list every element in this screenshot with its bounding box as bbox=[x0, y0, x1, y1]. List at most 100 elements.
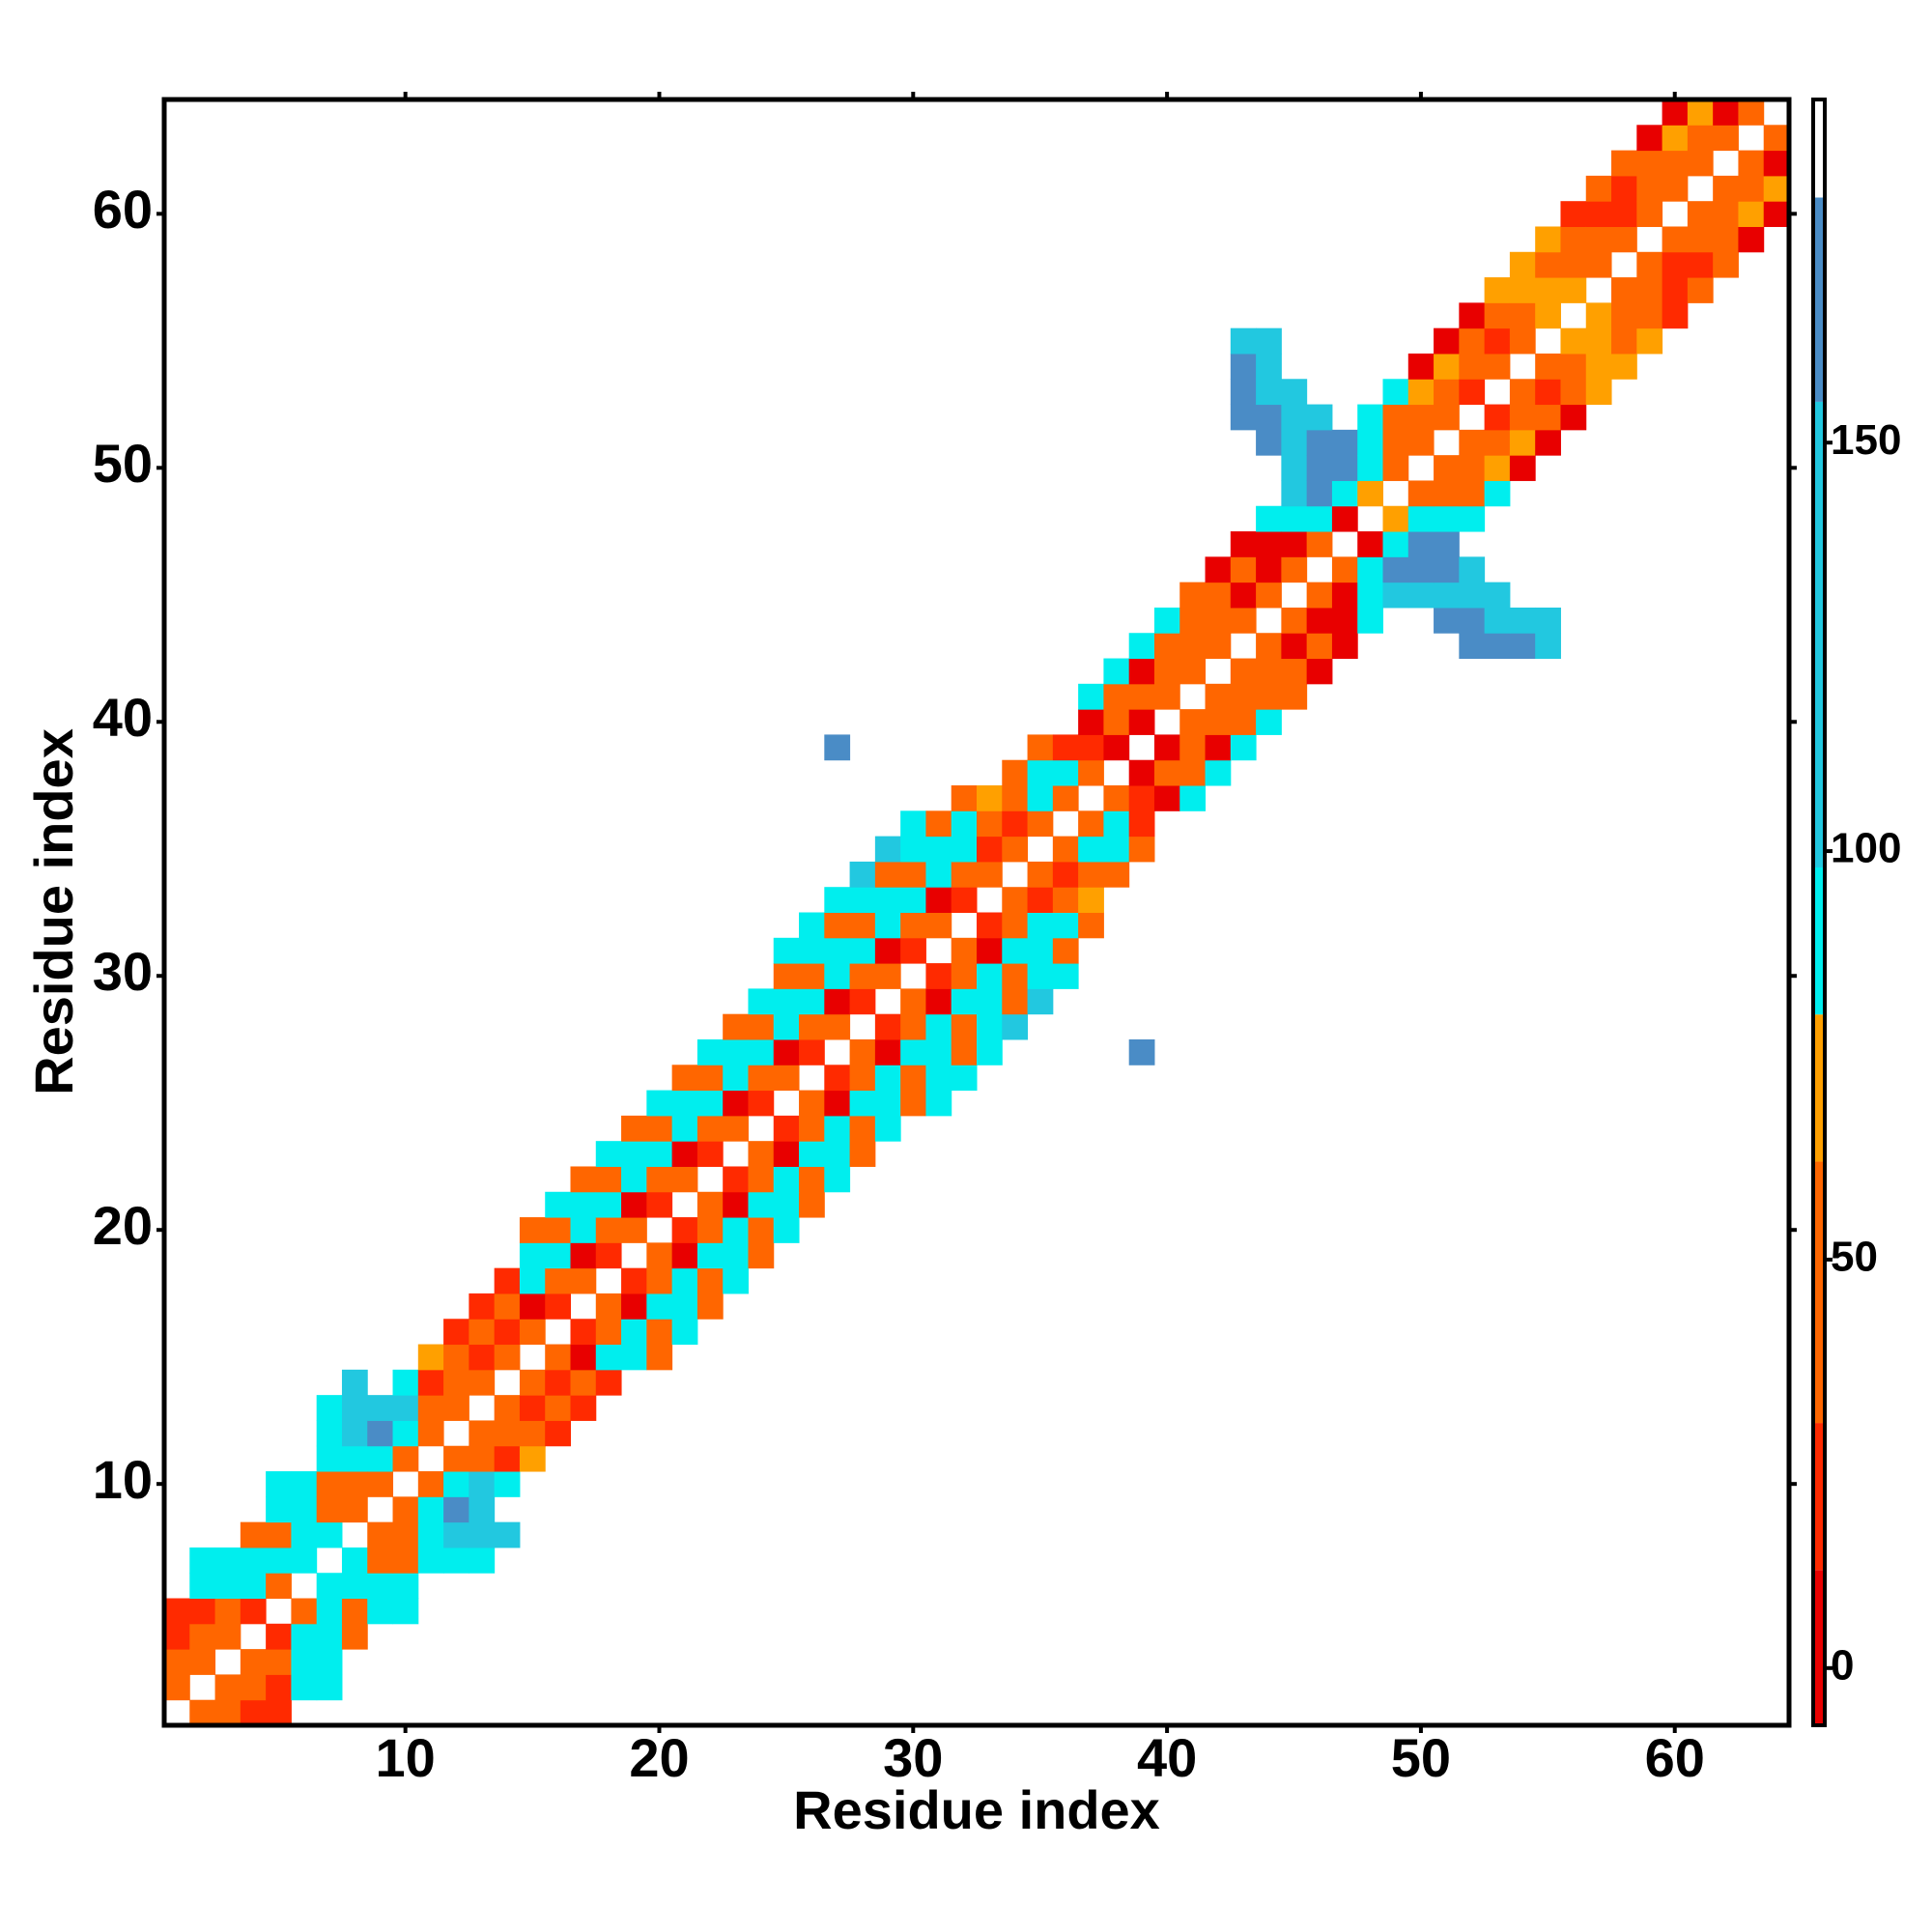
heatmap-cell bbox=[469, 1293, 496, 1320]
heatmap-cell bbox=[392, 1395, 419, 1421]
heatmap-cell bbox=[1256, 505, 1282, 532]
heatmap-cell bbox=[266, 1649, 292, 1675]
heatmap-cell bbox=[1585, 175, 1612, 202]
heatmap-cell bbox=[849, 1115, 876, 1142]
heatmap-cell bbox=[316, 1420, 343, 1447]
heatmap-cell bbox=[671, 1141, 698, 1167]
heatmap-cell bbox=[646, 1319, 673, 1346]
heatmap-cell bbox=[748, 988, 775, 1015]
heatmap-cell bbox=[1179, 607, 1207, 634]
heatmap-cell bbox=[723, 1038, 749, 1065]
heatmap-cell bbox=[925, 836, 952, 863]
heatmap-cell bbox=[570, 1217, 597, 1243]
heatmap-cell bbox=[266, 1471, 292, 1497]
heatmap-cell bbox=[824, 734, 851, 761]
heatmap-cell bbox=[951, 810, 978, 838]
heatmap-cell bbox=[1738, 175, 1765, 202]
heatmap-cell bbox=[392, 1573, 419, 1600]
heatmap-cell bbox=[1103, 658, 1130, 685]
heatmap-cell bbox=[621, 1166, 647, 1193]
colorbar-tick-label: 150 bbox=[1831, 416, 1901, 464]
heatmap-cell bbox=[570, 1319, 597, 1346]
heatmap-cell bbox=[1662, 99, 1689, 126]
heatmap-cell bbox=[773, 1191, 800, 1218]
heatmap-cell bbox=[1078, 734, 1104, 761]
heatmap-cell bbox=[824, 887, 851, 913]
heatmap-cell bbox=[1560, 201, 1587, 227]
heatmap-cell bbox=[1434, 480, 1460, 507]
heatmap-cell bbox=[519, 1420, 546, 1447]
heatmap-cell bbox=[494, 1445, 521, 1472]
heatmap-cell bbox=[1256, 683, 1282, 710]
heatmap-cell bbox=[874, 1115, 901, 1142]
heatmap-cell bbox=[1052, 887, 1079, 913]
heatmap-cell bbox=[824, 1115, 851, 1142]
heatmap-cell bbox=[849, 1065, 876, 1092]
heatmap-cell bbox=[1230, 327, 1257, 355]
heatmap-cell bbox=[1382, 429, 1409, 456]
heatmap-cell bbox=[671, 1166, 698, 1193]
heatmap-cell bbox=[1128, 810, 1155, 838]
y-tick-label: 10 bbox=[93, 1449, 153, 1510]
heatmap-cell bbox=[671, 1267, 698, 1294]
heatmap-cell bbox=[1357, 429, 1383, 456]
heatmap-cell bbox=[443, 1547, 469, 1574]
heatmap-cell bbox=[849, 1141, 876, 1167]
heatmap-cell bbox=[1484, 404, 1511, 431]
heatmap-cell bbox=[1535, 277, 1561, 303]
heatmap-cell bbox=[671, 1293, 698, 1320]
heatmap-cell bbox=[570, 1369, 597, 1396]
heatmap-cell bbox=[874, 836, 901, 863]
heatmap-cell bbox=[671, 1065, 698, 1092]
heatmap-cell bbox=[1331, 633, 1358, 660]
heatmap-cell bbox=[240, 1573, 267, 1600]
heatmap-cell bbox=[341, 1445, 368, 1472]
heatmap-cell bbox=[519, 1445, 546, 1472]
heatmap-cell bbox=[1027, 785, 1054, 811]
heatmap-cell bbox=[874, 1013, 901, 1040]
colorbar-band bbox=[1813, 1161, 1825, 1424]
heatmap-cell bbox=[900, 1065, 926, 1092]
heatmap-cell bbox=[519, 1369, 546, 1396]
heatmap-cell bbox=[417, 1420, 444, 1447]
heatmap-cell bbox=[469, 1319, 496, 1346]
heatmap-cell bbox=[951, 836, 978, 863]
heatmap-cell bbox=[951, 1065, 978, 1092]
heatmap-cell bbox=[1205, 683, 1232, 710]
heatmap-cell bbox=[1535, 251, 1561, 278]
x-axis-title: Residue index bbox=[793, 1779, 1160, 1840]
heatmap-cell bbox=[1179, 759, 1207, 786]
heatmap-cell bbox=[1230, 379, 1257, 406]
heatmap-cell bbox=[1205, 607, 1232, 634]
heatmap-cell bbox=[1281, 429, 1308, 456]
heatmap-cell bbox=[1434, 379, 1460, 406]
heatmap-cell bbox=[1407, 404, 1435, 431]
heatmap-cell bbox=[1484, 633, 1511, 660]
heatmap-cell bbox=[1535, 404, 1561, 431]
heatmap-cell bbox=[1713, 251, 1739, 278]
heatmap-cell bbox=[1230, 556, 1257, 583]
heatmap-cell bbox=[367, 1445, 394, 1472]
heatmap-cell bbox=[1256, 709, 1282, 735]
heatmap-cell bbox=[570, 1395, 597, 1421]
heatmap-cell bbox=[240, 1521, 267, 1548]
heatmap-cell bbox=[696, 1191, 724, 1218]
heatmap-cell bbox=[570, 1344, 597, 1371]
heatmap-cell bbox=[1306, 633, 1333, 660]
heatmap-cell bbox=[469, 1344, 496, 1371]
heatmap-cell bbox=[621, 1267, 647, 1294]
heatmap-cell bbox=[1434, 327, 1460, 355]
heatmap-cell bbox=[696, 1293, 724, 1320]
heatmap-cell bbox=[1382, 531, 1409, 557]
heatmap-cell bbox=[1357, 556, 1383, 583]
heatmap-cell bbox=[519, 1242, 546, 1269]
heatmap-cell bbox=[240, 1547, 267, 1574]
heatmap-cell bbox=[1052, 734, 1079, 761]
heatmap-cell bbox=[1205, 734, 1232, 761]
heatmap-cell bbox=[1331, 607, 1358, 634]
heatmap-cell bbox=[977, 912, 1003, 939]
heatmap-cell bbox=[696, 1267, 724, 1294]
heatmap-cell bbox=[1636, 302, 1663, 329]
heatmap-cell bbox=[671, 1115, 698, 1142]
heatmap-cell bbox=[799, 988, 825, 1015]
